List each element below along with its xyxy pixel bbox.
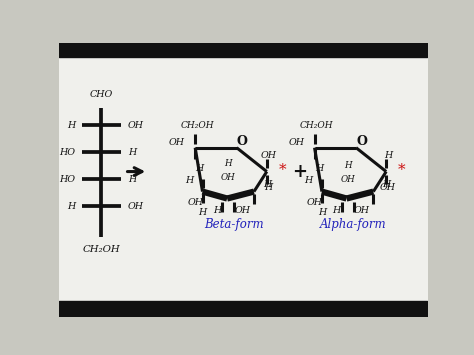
- Text: CH₂OH: CH₂OH: [300, 121, 333, 130]
- Text: H: H: [128, 148, 136, 157]
- Text: Beta-form: Beta-form: [204, 218, 264, 231]
- Text: CH₂OH: CH₂OH: [82, 245, 120, 254]
- Text: H: H: [185, 176, 193, 185]
- Text: H: H: [318, 208, 326, 217]
- Text: HO: HO: [59, 175, 75, 184]
- Text: CH₂OH: CH₂OH: [180, 121, 214, 130]
- Text: H: H: [199, 208, 207, 217]
- Text: H: H: [344, 161, 351, 170]
- Text: O: O: [356, 135, 367, 148]
- Text: OH: OH: [169, 138, 185, 147]
- Text: OH: OH: [354, 206, 370, 215]
- Text: *: *: [278, 163, 286, 177]
- Text: OH: OH: [187, 198, 203, 207]
- Text: H: H: [332, 206, 340, 215]
- Text: OH: OH: [261, 151, 277, 160]
- Text: OH: OH: [307, 198, 323, 207]
- Text: H: H: [67, 202, 75, 211]
- Text: H: H: [264, 183, 273, 192]
- Text: OH: OH: [235, 206, 251, 215]
- Text: O: O: [237, 135, 247, 148]
- Text: H: H: [383, 180, 391, 189]
- Text: OH: OH: [128, 121, 144, 130]
- Text: H: H: [128, 175, 136, 184]
- Text: H: H: [315, 164, 323, 173]
- Text: H: H: [263, 180, 272, 189]
- Text: H: H: [213, 206, 221, 215]
- Text: +: +: [292, 163, 307, 181]
- Text: HO: HO: [59, 148, 75, 157]
- Text: OH: OH: [221, 173, 236, 182]
- Text: OH: OH: [380, 183, 396, 192]
- Text: OH: OH: [128, 202, 144, 211]
- Text: H: H: [224, 159, 232, 168]
- Text: Alpha-form: Alpha-form: [320, 218, 386, 231]
- Text: H: H: [304, 176, 313, 185]
- Text: OH: OH: [340, 175, 355, 184]
- Text: H: H: [67, 121, 75, 130]
- Text: H: H: [384, 151, 392, 160]
- Text: CHO: CHO: [90, 90, 113, 99]
- Text: H: H: [195, 164, 204, 173]
- Text: OH: OH: [288, 138, 304, 147]
- Text: *: *: [398, 163, 405, 177]
